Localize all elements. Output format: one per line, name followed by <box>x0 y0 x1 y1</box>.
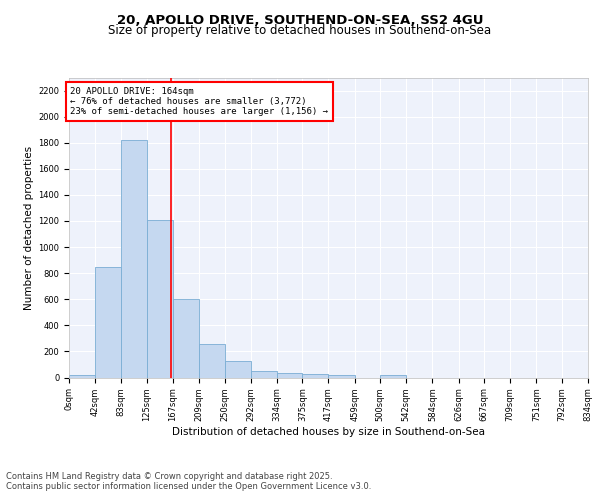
X-axis label: Distribution of detached houses by size in Southend-on-Sea: Distribution of detached houses by size … <box>172 427 485 437</box>
Bar <box>199 344 224 378</box>
Text: 20, APOLLO DRIVE, SOUTHEND-ON-SEA, SS2 4GU: 20, APOLLO DRIVE, SOUTHEND-ON-SEA, SS2 4… <box>117 14 483 27</box>
Bar <box>329 375 355 378</box>
Bar <box>277 373 302 378</box>
Bar <box>251 371 277 378</box>
Bar <box>147 220 173 378</box>
Bar <box>380 375 406 378</box>
Bar <box>95 266 121 378</box>
Bar <box>121 140 147 378</box>
Bar <box>302 374 329 378</box>
Bar <box>173 299 199 378</box>
Text: Size of property relative to detached houses in Southend-on-Sea: Size of property relative to detached ho… <box>109 24 491 37</box>
Text: Contains public sector information licensed under the Open Government Licence v3: Contains public sector information licen… <box>6 482 371 491</box>
Text: Contains HM Land Registry data © Crown copyright and database right 2025.: Contains HM Land Registry data © Crown c… <box>6 472 332 481</box>
Bar <box>69 375 95 378</box>
Y-axis label: Number of detached properties: Number of detached properties <box>24 146 34 310</box>
Bar <box>224 360 251 378</box>
Text: 20 APOLLO DRIVE: 164sqm
← 76% of detached houses are smaller (3,772)
23% of semi: 20 APOLLO DRIVE: 164sqm ← 76% of detache… <box>70 86 328 117</box>
